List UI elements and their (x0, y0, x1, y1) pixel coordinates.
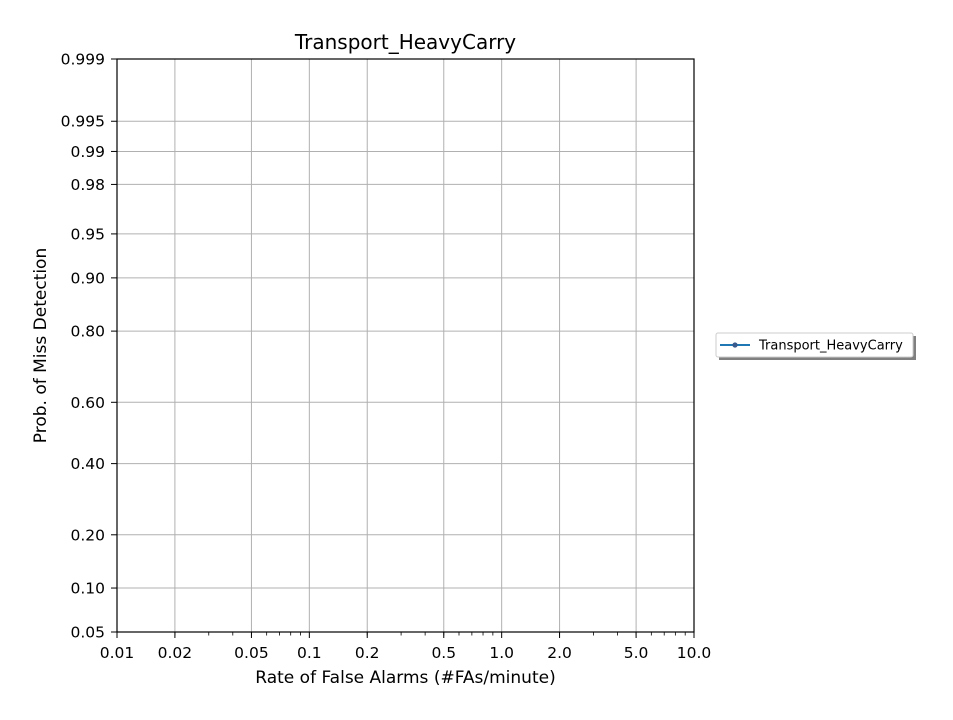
x-tick-label: 0.01 (100, 644, 135, 662)
axis-ticks (111, 58, 695, 638)
y-tick-label: 0.999 (61, 51, 105, 69)
chart-title: Transport_HeavyCarry (294, 30, 516, 54)
y-axis-label: Prob. of Miss Detection (31, 248, 51, 443)
x-tick-label: 0.02 (158, 644, 193, 662)
y-tick-label: 0.995 (61, 113, 105, 131)
y-tick-label: 0.99 (70, 143, 105, 161)
x-tick-label: 5.0 (624, 644, 649, 662)
x-tick-label: 0.2 (355, 644, 380, 662)
y-tick-label: 0.98 (70, 176, 105, 194)
legend-series-label: Transport_HeavyCarry (758, 339, 903, 354)
y-tick-label: 0.10 (70, 580, 105, 598)
plot-frame (116, 58, 695, 633)
x-tick-label: 0.1 (297, 644, 322, 662)
grid-lines (117, 59, 694, 632)
legend-series-marker (732, 342, 738, 348)
x-axis-label: Rate of False Alarms (#FAs/minute) (255, 668, 555, 688)
x-tick-label: 0.05 (234, 644, 269, 662)
y-tick-label: 0.60 (70, 394, 105, 412)
tick-labels: 0.01 0.02 0.05 0.1 0.2 0.5 1.0 2.0 5.0 10.0 0.05 0.… (61, 51, 712, 663)
x-tick-label: 2.0 (547, 644, 572, 662)
x-tick-label: 1.0 (489, 644, 514, 662)
x-tick-label: 10.0 (677, 644, 712, 662)
y-tick-label: 0.90 (70, 269, 105, 287)
y-tick-label: 0.80 (70, 323, 105, 341)
legend: Transport_HeavyCarry (715, 332, 916, 360)
y-tick-label: 0.05 (70, 624, 105, 642)
y-tick-label: 0.40 (70, 455, 105, 473)
y-tick-label: 0.95 (70, 225, 105, 243)
legend-box (715, 332, 914, 358)
x-tick-label: 0.5 (431, 644, 456, 662)
y-tick-label: 0.20 (70, 526, 105, 544)
